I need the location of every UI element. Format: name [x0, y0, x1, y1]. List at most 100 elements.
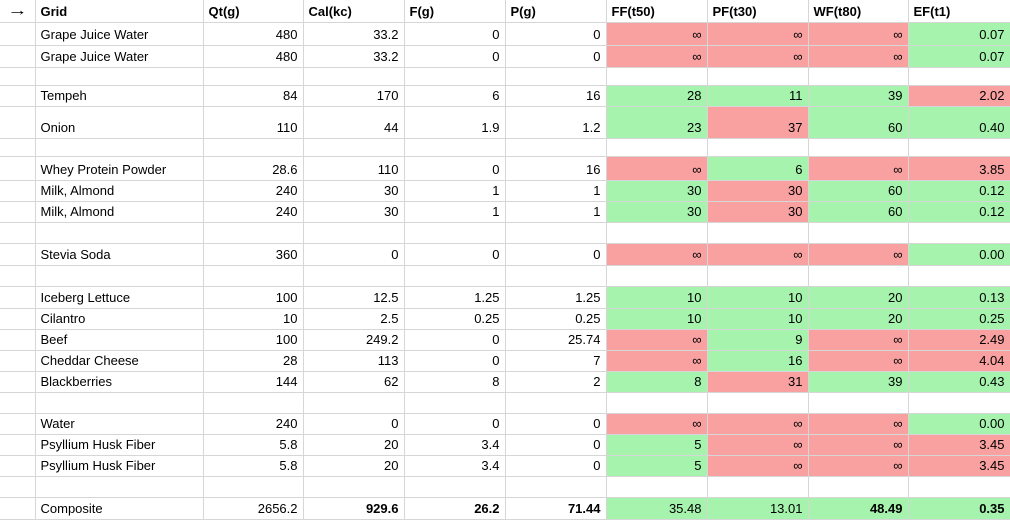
row-margin-cell[interactable]	[0, 265, 36, 287]
cell-p-g[interactable]: 0	[505, 413, 607, 435]
column-header-grid[interactable]: Grid	[35, 0, 204, 23]
cell-wf-t80[interactable]: 20	[808, 286, 909, 309]
cell-f-g[interactable]: 0.25	[404, 308, 506, 330]
cell-pf-t30[interactable]: 13.01	[707, 497, 809, 520]
cell-ef-t1[interactable]	[908, 138, 1010, 157]
cell-p-g[interactable]	[505, 392, 607, 414]
row-margin-cell[interactable]	[0, 434, 36, 456]
cell-pf-t30[interactable]	[707, 392, 809, 414]
cell-qt-g[interactable]: 100	[203, 329, 304, 351]
cell-pf-t30[interactable]	[707, 138, 809, 157]
cell-cal-kc[interactable]: 30	[303, 180, 405, 202]
cell-pf-t30[interactable]: ∞	[707, 413, 809, 435]
cell-f-g[interactable]	[404, 265, 506, 287]
cell-grid-label[interactable]: Cilantro	[35, 308, 204, 330]
cell-p-g[interactable]: 25.74	[505, 329, 607, 351]
cell-wf-t80[interactable]: 39	[808, 371, 909, 393]
cell-pf-t30[interactable]: 10	[707, 286, 809, 309]
row-margin-cell[interactable]	[0, 413, 36, 435]
column-header-cal-kc[interactable]: Cal(kc)	[303, 0, 405, 23]
cell-wf-t80[interactable]: 48.49	[808, 497, 909, 520]
cell-ff-t50[interactable]	[606, 222, 708, 244]
cell-f-g[interactable]: 0	[404, 156, 506, 181]
cell-cal-kc[interactable]: 33.2	[303, 45, 405, 68]
cell-ff-t50[interactable]: ∞	[606, 45, 708, 68]
cell-ef-t1[interactable]: 3.85	[908, 156, 1010, 181]
cell-ef-t1[interactable]: 0.35	[908, 497, 1010, 520]
cell-grid-label[interactable]: Stevia Soda	[35, 243, 204, 266]
cell-ff-t50[interactable]: 30	[606, 201, 708, 223]
cell-cal-kc[interactable]	[303, 265, 405, 287]
cell-ff-t50[interactable]: 28	[606, 85, 708, 107]
cell-p-g[interactable]: 71.44	[505, 497, 607, 520]
cell-grid-label[interactable]	[35, 67, 204, 86]
cell-p-g[interactable]	[505, 222, 607, 244]
cell-ef-t1[interactable]	[908, 222, 1010, 244]
cell-pf-t30[interactable]: 10	[707, 308, 809, 330]
row-margin-cell[interactable]	[0, 243, 36, 266]
row-margin-cell[interactable]	[0, 371, 36, 393]
cell-grid-label[interactable]: Water	[35, 413, 204, 435]
cell-grid-label[interactable]: Psyllium Husk Fiber	[35, 455, 204, 477]
cell-cal-kc[interactable]: 0	[303, 243, 405, 266]
cell-f-g[interactable]	[404, 392, 506, 414]
cell-cal-kc[interactable]	[303, 222, 405, 244]
cell-grid-label[interactable]: Beef	[35, 329, 204, 351]
cell-qt-g[interactable]	[203, 265, 304, 287]
cell-wf-t80[interactable]: 20	[808, 308, 909, 330]
cell-ff-t50[interactable]	[606, 138, 708, 157]
cell-wf-t80[interactable]	[808, 476, 909, 498]
cell-qt-g[interactable]: 84	[203, 85, 304, 107]
cell-cal-kc[interactable]: 44	[303, 106, 405, 139]
cell-wf-t80[interactable]: ∞	[808, 434, 909, 456]
cell-f-g[interactable]: 0	[404, 413, 506, 435]
cell-ef-t1[interactable]	[908, 476, 1010, 498]
cell-cal-kc[interactable]: 20	[303, 434, 405, 456]
cell-f-g[interactable]	[404, 476, 506, 498]
cell-cal-kc[interactable]: 110	[303, 156, 405, 181]
cell-pf-t30[interactable]: 6	[707, 156, 809, 181]
cell-pf-t30[interactable]: ∞	[707, 434, 809, 456]
cell-ff-t50[interactable]: 30	[606, 180, 708, 202]
cell-qt-g[interactable]: 144	[203, 371, 304, 393]
cell-ff-t50[interactable]: 5	[606, 434, 708, 456]
cell-p-g[interactable]	[505, 138, 607, 157]
cell-grid-label[interactable]: Milk, Almond	[35, 201, 204, 223]
cell-grid-label[interactable]	[35, 476, 204, 498]
cell-ef-t1[interactable]: 3.45	[908, 455, 1010, 477]
cell-p-g[interactable]: 0	[505, 243, 607, 266]
cell-qt-g[interactable]	[203, 67, 304, 86]
cell-qt-g[interactable]	[203, 222, 304, 244]
cell-p-g[interactable]	[505, 265, 607, 287]
cell-qt-g[interactable]	[203, 476, 304, 498]
cell-grid-label[interactable]: Cheddar Cheese	[35, 350, 204, 372]
row-margin-cell[interactable]	[0, 22, 36, 46]
cell-ef-t1[interactable]: 0.12	[908, 180, 1010, 202]
cell-qt-g[interactable]: 240	[203, 413, 304, 435]
cell-qt-g[interactable]	[203, 138, 304, 157]
row-margin-cell[interactable]	[0, 85, 36, 107]
column-header-ff-t50[interactable]: FF(t50)	[606, 0, 708, 23]
cell-ff-t50[interactable]: ∞	[606, 329, 708, 351]
cell-f-g[interactable]: 3.4	[404, 434, 506, 456]
cell-pf-t30[interactable]: 37	[707, 106, 809, 139]
cell-grid-label[interactable]: Blackberries	[35, 371, 204, 393]
cell-ef-t1[interactable]: 0.12	[908, 201, 1010, 223]
column-header-p-g[interactable]: P(g)	[505, 0, 607, 23]
cell-ff-t50[interactable]	[606, 67, 708, 86]
cell-pf-t30[interactable]: ∞	[707, 45, 809, 68]
cell-wf-t80[interactable]: ∞	[808, 329, 909, 351]
cell-ff-t50[interactable]: 10	[606, 286, 708, 309]
cell-qt-g[interactable]: 100	[203, 286, 304, 309]
cell-wf-t80[interactable]	[808, 392, 909, 414]
cell-pf-t30[interactable]: ∞	[707, 243, 809, 266]
column-header-f-g[interactable]: F(g)	[404, 0, 506, 23]
row-margin-cell[interactable]	[0, 106, 36, 139]
cell-wf-t80[interactable]: ∞	[808, 45, 909, 68]
cell-cal-kc[interactable]	[303, 138, 405, 157]
cell-ff-t50[interactable]: ∞	[606, 156, 708, 181]
cell-wf-t80[interactable]: 60	[808, 180, 909, 202]
cell-ef-t1[interactable]	[908, 265, 1010, 287]
cell-f-g[interactable]: 0	[404, 350, 506, 372]
cell-qt-g[interactable]: 110	[203, 106, 304, 139]
